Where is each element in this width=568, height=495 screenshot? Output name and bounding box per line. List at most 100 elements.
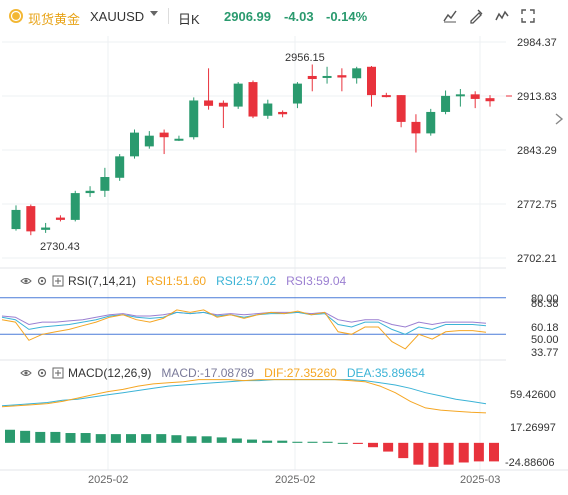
candle-body — [367, 66, 376, 96]
dea-value: DEA:35.89654 — [346, 366, 425, 380]
candle-body — [396, 95, 406, 122]
price-axis-label: 2843.29 — [517, 145, 557, 157]
macd-title-bar: MACD(12,26,9) MACD:-17.08789 DIF:27.3526… — [20, 366, 425, 380]
period-selector[interactable]: 日K — [178, 12, 200, 27]
divider — [168, 8, 169, 24]
candle-body — [233, 83, 243, 107]
price-axis-label: 2702.21 — [517, 253, 557, 265]
macd-label: MACD(12,26,9) — [68, 366, 152, 380]
candle-body — [11, 209, 21, 230]
rsi1-value: RSI1:51.60 — [146, 274, 207, 288]
candle-body — [248, 82, 258, 117]
macd-histogram-bar — [398, 442, 409, 459]
eye-icon[interactable] — [20, 367, 32, 379]
drawing-icon[interactable] — [468, 8, 484, 24]
candle-body — [144, 135, 154, 147]
macd-histogram-bar — [171, 435, 182, 443]
candle-body — [100, 177, 110, 191]
rsi3-value: RSI3:59.04 — [286, 274, 347, 288]
rsi1-line — [1, 309, 487, 350]
macd-histogram-bar — [20, 430, 31, 443]
macd-histogram-bar — [383, 442, 394, 452]
macd-histogram-bar — [277, 440, 288, 443]
candle-body — [41, 227, 51, 230]
price-axis-label: 2772.75 — [517, 199, 557, 211]
macd-histogram-bar — [231, 438, 242, 443]
dea-line — [1, 379, 487, 407]
macd-histogram-bar — [458, 442, 469, 463]
macd-histogram-bar — [322, 441, 333, 443]
macd-histogram-bar — [489, 442, 499, 462]
price-change: -4.03 — [284, 9, 314, 24]
candle-body — [455, 94, 465, 97]
candle-body — [278, 111, 288, 115]
indicator-icon[interactable] — [494, 8, 510, 24]
candle-body — [218, 102, 228, 107]
macd-histogram-bar — [428, 442, 439, 467]
candle-body — [189, 100, 199, 138]
macd-histogram-bar — [35, 431, 46, 443]
gold-coin-icon — [9, 9, 23, 23]
rsi2-line — [1, 311, 487, 335]
macd-axis-label: 17.26997 — [510, 422, 556, 434]
macd-histogram-bar — [292, 441, 303, 443]
price-axis-label: 2984.37 — [517, 37, 557, 49]
macd-histogram-bar — [186, 436, 197, 443]
macd-settings-icon[interactable] — [52, 367, 64, 379]
high-price-value: 2956.15 — [285, 52, 325, 64]
candle-body — [322, 75, 332, 78]
candle-body — [337, 75, 347, 78]
macd-histogram-bar — [247, 439, 257, 443]
rsi-axis-label: 86.38 — [531, 298, 559, 310]
macd-histogram-bar — [110, 434, 121, 443]
macd-histogram-bar — [65, 433, 76, 443]
macd-histogram-bar — [95, 434, 106, 443]
gear-icon[interactable] — [36, 275, 48, 287]
price-axis-label: 2913.83 — [517, 91, 557, 103]
candle-body — [470, 94, 480, 99]
collapse-arrow-icon[interactable] — [553, 112, 565, 126]
rsi-axis-label: 80.00 — [531, 293, 559, 305]
macd-value: MACD:-17.08789 — [161, 366, 255, 380]
macd-histogram-bar — [352, 442, 363, 444]
macd-histogram-bar — [262, 440, 273, 443]
macd-panel: 59.42600 17.26997 -24.88606 — [0, 359, 568, 471]
last-price: 2906.99 — [224, 9, 271, 24]
macd-histogram-bar — [443, 442, 454, 465]
candle-body — [159, 132, 169, 138]
macd-histogram-bar — [80, 433, 91, 443]
candle-body — [307, 75, 317, 80]
macd-histogram-bar — [413, 442, 424, 465]
candle-body — [26, 206, 36, 232]
macd-histogram-bar — [473, 442, 484, 462]
macd-histogram-bar — [216, 437, 227, 443]
rsi-settings-icon[interactable] — [52, 275, 64, 287]
dif-line — [1, 379, 487, 414]
rsi-axis-label: 60.18 — [531, 322, 559, 334]
x-axis-label: 2025-02 — [275, 474, 316, 486]
candle-body — [263, 103, 273, 116]
chart-compare-icon[interactable] — [442, 8, 458, 24]
macd-histogram-bar — [141, 434, 152, 443]
macd-histogram-bar — [368, 442, 378, 448]
macd-axis-label: 59.42600 — [510, 389, 556, 401]
eye-icon[interactable] — [20, 275, 32, 287]
candle-body — [441, 95, 451, 112]
instrument-name[interactable]: 现货黄金 — [28, 12, 81, 27]
gear-icon[interactable] — [36, 367, 48, 379]
candle-body — [115, 156, 125, 178]
chevron-down-icon[interactable] — [150, 11, 158, 16]
candle-body — [55, 217, 65, 220]
fullscreen-icon[interactable] — [520, 8, 536, 24]
candle-body — [381, 95, 391, 98]
dif-value: DIF:27.35260 — [264, 366, 337, 380]
low-price-value: 2730.43 — [40, 241, 80, 253]
rsi3-line — [1, 311, 487, 328]
instrument-symbol[interactable]: XAUUSD — [90, 9, 145, 24]
rsi-label: RSI(7,14,21) — [68, 274, 137, 288]
macd-histogram-bar — [337, 442, 348, 444]
candle-body — [70, 193, 80, 220]
candlestick-series — [11, 64, 495, 236]
